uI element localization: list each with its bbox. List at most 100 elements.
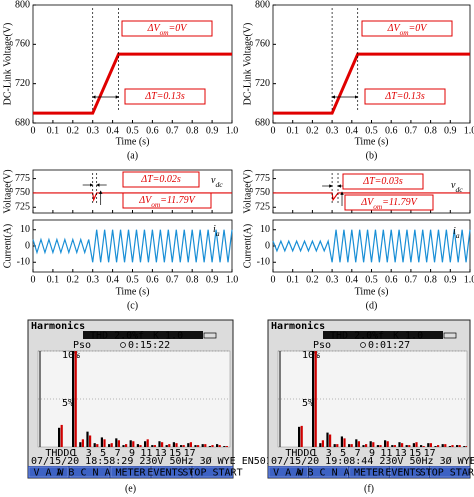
text-part: ΔV <box>147 23 162 34</box>
series-line <box>273 192 470 202</box>
bar <box>319 443 322 447</box>
text-part: ΔV <box>387 23 402 34</box>
bar <box>329 434 332 447</box>
y-tick-label: 10% <box>62 350 80 361</box>
x-tick-label: 0.6 <box>385 125 398 136</box>
bar <box>146 439 149 447</box>
x-tick-label: 11 <box>140 448 152 459</box>
y-tick-label: 800 <box>255 0 270 10</box>
x-tick-label: 0.2 <box>306 125 319 136</box>
button <box>110 466 151 478</box>
x-tick-label: 0.7 <box>405 274 418 285</box>
text-part: om <box>373 202 382 211</box>
annotation: ΔVom=11.79V <box>360 197 418 211</box>
bar <box>93 443 96 447</box>
text-part: ΔV <box>138 195 153 206</box>
x-tick-label: THDDC <box>285 448 315 459</box>
text-part: a <box>216 229 220 238</box>
timer: 0:01:27 <box>368 340 410 351</box>
info-line: 07/15/20 19:08:44 230V 50Hz 3Ø WYE EN501… <box>271 455 474 467</box>
button-label: STOP START <box>182 468 242 479</box>
y-tick-label: 5% <box>302 398 314 409</box>
x-tick-label: 7 <box>355 448 361 459</box>
x-tick-label: 3 <box>326 448 332 459</box>
clock-icon <box>360 342 366 348</box>
x-tick-label: 0.7 <box>166 125 179 136</box>
x-tick-label: 0.3 <box>326 274 339 285</box>
bar <box>434 446 437 447</box>
series-line <box>273 52 470 115</box>
button <box>430 466 470 478</box>
x-tick-label: 0.4 <box>346 274 359 285</box>
panel-label: (b) <box>366 150 378 161</box>
annotation-box <box>361 20 453 37</box>
x-tick-label: 0.8 <box>186 125 199 136</box>
bar <box>72 351 75 447</box>
x-tick-label: 0.6 <box>146 125 159 136</box>
bar <box>81 439 84 447</box>
x-tick-label: 1.0 <box>464 125 474 136</box>
x-tick-label: 0.6 <box>146 274 159 285</box>
x-tick-label: 1.0 <box>226 125 239 136</box>
annotation-box <box>124 88 206 105</box>
y-tick-label: 800 <box>15 0 30 10</box>
x-tick-label: 0.9 <box>206 274 219 285</box>
x-tick-label: 17 <box>424 448 436 459</box>
x-tick-label: 0.5 <box>365 125 378 136</box>
text-part: om <box>160 28 169 37</box>
text-part: a <box>456 231 460 240</box>
bar <box>58 427 61 447</box>
y-tick-label: 775 <box>255 173 270 184</box>
status-bar <box>323 331 443 339</box>
bar <box>117 440 120 447</box>
x-tick-label: 0.5 <box>365 274 378 285</box>
bar <box>312 351 315 447</box>
text-part: dc <box>215 180 223 189</box>
bar <box>408 445 411 447</box>
bar <box>420 445 423 447</box>
y-tick-label: -10 <box>17 257 30 268</box>
y-tick-label: 775 <box>15 173 30 184</box>
text-part: dc <box>455 185 463 194</box>
button-label: A B C N ALL <box>295 468 361 479</box>
text-part: =0V <box>409 23 429 34</box>
bar <box>422 446 425 447</box>
panel-label: (d) <box>366 300 378 311</box>
bar <box>108 444 111 447</box>
bar <box>437 445 440 447</box>
bar <box>427 443 430 447</box>
harmonics-screen: Harmonics THD 2.0%f K 1.0 Pso 0:15:22 10% 5% TH… <box>27 319 284 494</box>
series-line <box>32 229 233 263</box>
screen-title: Harmonics <box>271 320 325 332</box>
bar <box>204 444 207 447</box>
annotation-box <box>342 173 424 190</box>
annotation: ΔT=0.03s <box>362 176 403 187</box>
text-part: i <box>453 226 456 237</box>
line-chart: 680 720 760 800 DC-Link Voltage(V) 0 0.1 0.2 0.3… <box>242 0 474 161</box>
button-label: A B C N ALL <box>56 468 122 479</box>
x-tick-label: 0.7 <box>405 125 418 136</box>
text-part: v <box>211 175 216 186</box>
bar <box>201 444 204 447</box>
x-tick-label: 0.3 <box>326 125 339 136</box>
bar <box>386 441 389 447</box>
line-chart: 680 720 760 800 DC-Link Voltage(V) 0 0.1 0.2 0.3… <box>2 0 238 161</box>
x-tick-label: 0 <box>271 274 276 285</box>
bar <box>350 444 353 447</box>
bar <box>340 436 343 447</box>
bar <box>110 443 113 447</box>
bar <box>405 445 408 447</box>
button <box>268 466 308 478</box>
bar <box>441 444 444 447</box>
y-axis-label: Current(A) <box>242 224 253 268</box>
bar <box>96 444 99 447</box>
x-tick-label: 0.2 <box>306 274 319 285</box>
y-tick-label: 10 <box>20 224 30 235</box>
bar <box>153 445 156 447</box>
bar <box>180 445 183 447</box>
text-part: ΔT=0.13s <box>144 91 185 102</box>
y-tick-label: 680 <box>15 117 30 128</box>
button <box>151 466 192 478</box>
annotation-box <box>364 88 446 105</box>
